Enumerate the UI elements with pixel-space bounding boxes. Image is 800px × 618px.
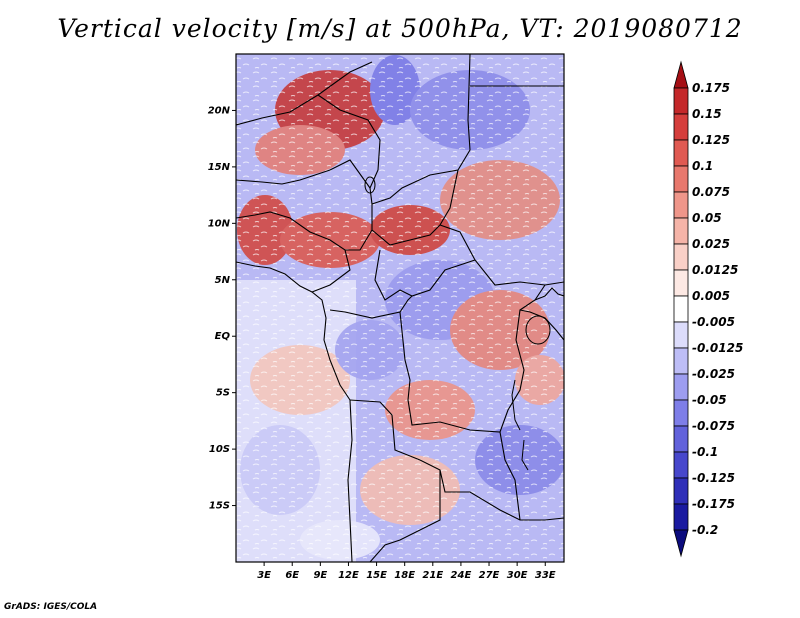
colorbar-label: -0.1 [692,445,718,459]
colorbar-swatch [673,217,689,245]
colorbar-swatch [673,295,689,323]
colorbar-swatch [673,373,689,401]
colorbar-label: 0.175 [692,81,730,95]
colorbar-label: 0.1 [692,159,713,173]
colorbar-label: 0.005 [692,289,730,303]
lat-tick-label: 20N [208,105,231,116]
lat-tick-label: 15S [209,501,230,512]
colorbar-swatch [673,347,689,375]
lat-tick-label: 5S [216,388,230,399]
lon-tick-label: 15E [366,570,387,581]
colorbar-arrow-bottom [673,529,689,558]
lat-tick-label: 10S [209,444,230,455]
lon-tick-label: 21E [422,570,443,581]
colorbar-swatch [673,87,689,115]
colorbar-label: 0.0125 [692,263,738,277]
colorbar-swatch [673,425,689,453]
colorbar-label: 0.075 [692,185,730,199]
colorbar-label: -0.025 [692,367,735,381]
lon-tick-label: 30E [507,570,528,581]
colorbar-label: -0.005 [692,315,735,329]
colorbar-swatch [673,321,689,349]
lat-tick-label: 15N [208,162,231,173]
lon-tick-label: 3E [257,570,271,581]
colorbar-swatch [673,269,689,297]
colorbar-swatch [673,399,689,427]
colorbar-swatch [673,503,689,531]
lon-tick-label: 12E [338,570,359,581]
colorbar-swatch [673,451,689,479]
lat-tick-label: 5N [215,275,231,286]
lat-tick-label: EQ [215,331,231,342]
borders [236,54,564,562]
colorbar-swatch [673,139,689,167]
lat-tick-label: 10N [208,218,231,229]
lon-tick-label: 27E [479,570,500,581]
longitude-axis: 3E 6E 9E 12E 15E 18E 21E 24E 27E 30E 33E [257,562,556,581]
colorbar-swatch [673,477,689,505]
colorbar: 0.175 0.15 0.125 0.1 0.075 0.05 0.025 0.0125 0.0… [673,60,743,558]
colorbar-label: 0.025 [692,237,730,251]
colorbar-label: -0.075 [692,419,735,433]
lon-tick-label: 9E [313,570,327,581]
field-texture [236,54,564,562]
colorbar-arrow-top [673,60,689,89]
map-area [236,54,564,562]
colorbar-swatch [673,113,689,141]
colorbar-swatch [673,191,689,219]
chart-title: Vertical velocity [m/s] at 500hPa, VT: 2… [57,14,743,43]
colorbar-swatch [673,243,689,271]
colorbar-label: -0.175 [692,497,735,511]
lon-tick-label: 33E [535,570,556,581]
colorbar-label: -0.0125 [692,341,743,355]
colorbar-label: 0.05 [692,211,722,225]
colorbar-label: 0.15 [692,107,722,121]
lon-tick-label: 6E [285,570,299,581]
latitude-axis: 20N 15N 10N 5N EQ 5S 10S 15S [208,105,236,512]
colorbar-label: -0.125 [692,471,735,485]
lakes [364,176,551,471]
colorbar-label: -0.05 [692,393,727,407]
colorbar-label: -0.2 [692,523,718,537]
map-frame [235,53,565,563]
colorbar-label: 0.125 [692,133,730,147]
lon-tick-label: 24E [451,570,472,581]
colorbar-swatch [673,165,689,193]
lon-tick-label: 18E [394,570,415,581]
credit-label: GrADS: IGES/COLA [4,602,98,612]
